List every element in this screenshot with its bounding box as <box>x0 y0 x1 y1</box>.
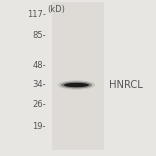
Text: 34-: 34- <box>32 80 46 89</box>
Text: 19-: 19- <box>32 122 46 131</box>
Text: 117-: 117- <box>27 10 46 19</box>
Bar <box>52 2 104 150</box>
Ellipse shape <box>58 80 95 90</box>
Text: (kD): (kD) <box>47 5 65 14</box>
Ellipse shape <box>61 82 92 88</box>
Text: 85-: 85- <box>32 31 46 40</box>
Text: 48-: 48- <box>32 61 46 70</box>
Text: HNRCL: HNRCL <box>109 80 143 90</box>
Text: 26-: 26- <box>32 100 46 109</box>
Ellipse shape <box>64 83 89 87</box>
